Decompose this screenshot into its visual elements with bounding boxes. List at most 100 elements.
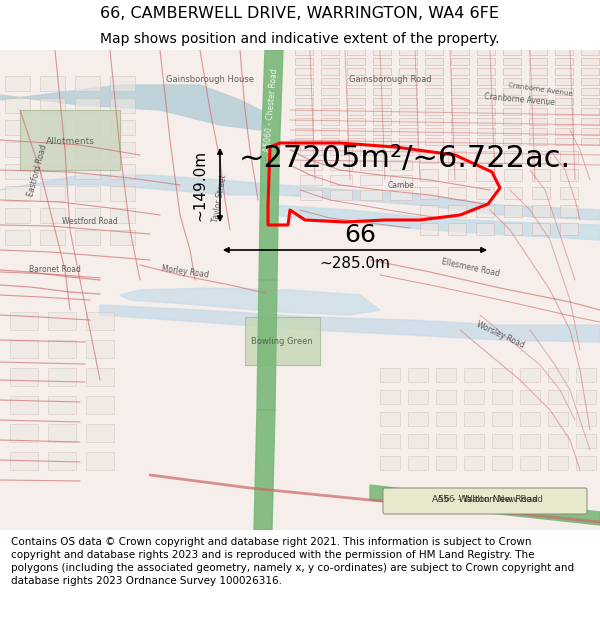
Bar — [373, 88, 391, 95]
Bar — [503, 128, 521, 135]
Bar — [5, 76, 30, 91]
Text: Worsley Road: Worsley Road — [475, 320, 526, 350]
Bar — [380, 456, 400, 470]
Bar — [477, 48, 495, 55]
Bar — [295, 138, 313, 145]
Bar — [560, 151, 578, 163]
Bar — [477, 68, 495, 75]
Bar — [373, 98, 391, 105]
Polygon shape — [254, 410, 275, 530]
Text: Map shows position and indicative extent of the property.: Map shows position and indicative extent… — [100, 32, 500, 46]
Bar — [503, 78, 521, 85]
Bar — [40, 142, 65, 157]
Bar — [380, 412, 400, 426]
Bar — [40, 98, 65, 113]
Bar — [555, 58, 573, 65]
Bar — [492, 434, 512, 448]
Bar — [503, 138, 521, 145]
Bar — [576, 368, 596, 382]
Bar — [40, 120, 65, 135]
Text: Ellesmere Road: Ellesmere Road — [440, 258, 500, 279]
Bar — [555, 128, 573, 135]
Bar — [40, 208, 65, 223]
Bar — [548, 412, 568, 426]
Text: Cambe...: Cambe... — [388, 181, 422, 189]
Bar — [529, 78, 547, 85]
Bar — [581, 58, 599, 65]
Bar — [555, 118, 573, 125]
Bar — [436, 412, 456, 426]
Bar — [555, 138, 573, 145]
Bar — [451, 78, 469, 85]
Bar — [75, 164, 100, 179]
Bar — [555, 88, 573, 95]
Bar — [503, 48, 521, 55]
Bar — [425, 128, 443, 135]
Bar — [347, 138, 365, 145]
Bar — [347, 88, 365, 95]
Bar — [48, 396, 76, 414]
Bar — [295, 48, 313, 55]
Bar — [40, 186, 65, 201]
Bar — [548, 456, 568, 470]
Bar — [399, 78, 417, 85]
Bar — [373, 68, 391, 75]
Bar — [477, 98, 495, 105]
Bar — [504, 151, 522, 163]
Bar — [555, 48, 573, 55]
Bar — [520, 434, 540, 448]
Bar — [347, 128, 365, 135]
Text: 66: 66 — [344, 223, 376, 247]
Bar — [321, 138, 339, 145]
Bar — [581, 108, 599, 115]
Bar — [390, 160, 412, 170]
Bar — [477, 108, 495, 115]
Bar — [321, 98, 339, 105]
Bar — [425, 48, 443, 55]
Bar — [576, 390, 596, 404]
Polygon shape — [261, 50, 283, 160]
Bar — [399, 58, 417, 65]
Bar — [295, 68, 313, 75]
Bar — [503, 58, 521, 65]
Bar — [321, 108, 339, 115]
Bar — [529, 58, 547, 65]
Bar — [321, 128, 339, 135]
Bar — [399, 88, 417, 95]
Text: A56 - Walton New Road: A56 - Walton New Road — [437, 496, 543, 504]
Bar — [10, 424, 38, 442]
Bar — [436, 368, 456, 382]
Text: Westford Road: Westford Road — [62, 217, 118, 226]
Bar — [295, 88, 313, 95]
Bar — [451, 48, 469, 55]
Bar — [110, 186, 135, 201]
Bar — [360, 175, 382, 185]
Bar — [448, 169, 466, 181]
Text: Eastford Road: Eastford Road — [27, 143, 49, 197]
Bar — [373, 118, 391, 125]
Bar — [75, 76, 100, 91]
Bar — [548, 368, 568, 382]
Bar — [110, 120, 135, 135]
Bar — [448, 205, 466, 217]
Bar — [448, 151, 466, 163]
Bar — [110, 142, 135, 157]
Bar — [492, 456, 512, 470]
Bar — [532, 169, 550, 181]
Bar — [408, 456, 428, 470]
Bar — [529, 118, 547, 125]
Bar — [581, 88, 599, 95]
Bar — [451, 98, 469, 105]
Polygon shape — [270, 205, 600, 240]
Bar — [532, 151, 550, 163]
Bar — [373, 138, 391, 145]
Bar — [408, 390, 428, 404]
Bar — [520, 456, 540, 470]
Bar — [548, 434, 568, 448]
Bar — [555, 68, 573, 75]
Text: Morley Road: Morley Road — [161, 264, 209, 280]
Bar — [373, 48, 391, 55]
Bar — [48, 340, 76, 358]
Bar — [48, 312, 76, 330]
Bar — [360, 190, 382, 200]
